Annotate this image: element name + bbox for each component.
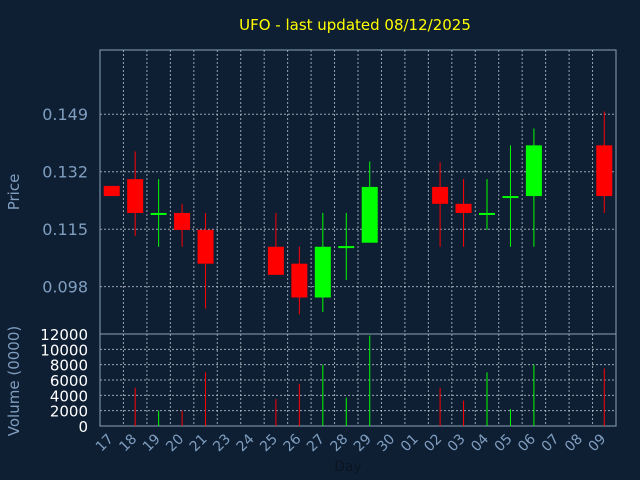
day-tick-label: 19 [140,431,164,455]
candlesticks [103,111,613,315]
day-tick-label: 03 [445,431,469,455]
candle-body-down [267,246,284,275]
x-axis-label: Day [334,459,362,475]
volume-tick-label: 2000 [50,403,88,421]
grid-lines [100,50,616,426]
candle-body-up [150,212,167,215]
candle-body-down [432,186,449,204]
volume-tick-label: 10000 [40,341,88,359]
price-tick-label: 0.132 [42,163,88,182]
candle-body-down [127,179,144,213]
day-tick-label: 07 [539,431,563,455]
volume-tick-label: 12000 [40,326,88,344]
candle-body-up [361,186,378,243]
day-tick-label: 24 [234,431,258,455]
day-tick-label: 25 [257,431,281,455]
day-tick-label: 17 [93,431,117,455]
day-tick-label: 30 [374,431,398,455]
day-tick-label: 04 [468,431,492,455]
day-tick-label: 20 [163,431,187,455]
day-tick-label: 29 [351,431,375,455]
day-tick-label: 05 [492,431,516,455]
chart-title: UFO - last updated 08/12/2025 [239,16,471,34]
day-tick-label: 28 [327,431,351,455]
price-tick-label: 0.149 [42,105,88,124]
day-tick-label: 18 [116,431,140,455]
volume-tick-label: 6000 [50,372,88,390]
day-tick-label: 09 [585,431,609,455]
volume-tick-label: 0 [78,418,88,436]
volume-axis-label: Volume (0000) [5,326,23,436]
candle-body-up [525,145,542,197]
candle-body-up [502,196,519,199]
plot-frames [99,49,617,427]
day-tick-label: 27 [304,431,328,455]
candle-body-down [103,185,120,197]
candle-body-up [314,246,331,298]
volume-bars [134,335,605,426]
candle-body-up [338,246,355,249]
candle-body-up [479,212,495,215]
day-tick-label: 01 [398,431,422,455]
y-tick-labels: 0.098 0.115 0.132 0.149 02000400060008000100… [40,105,88,436]
day-tick-label: 06 [515,431,539,455]
candle-body-down [174,212,191,230]
day-tick-label: 08 [562,431,586,455]
day-tick-label: 23 [210,431,234,455]
price-axis-label: Price [5,174,23,211]
day-tick-label: 26 [281,431,305,455]
price-tick-label: 0.115 [42,220,88,239]
day-tick-label: 02 [421,431,445,455]
volume-panel-frame [99,333,617,427]
candle-body-down [291,263,308,298]
x-tick-labels: 17 18 19 20 21 23 24 25 26 27 28 29 30 01 02 03 04 05 06 07… [93,431,609,455]
day-tick-label: 21 [187,431,211,455]
volume-tick-label: 4000 [50,387,88,405]
candle-body-down [197,229,214,264]
candle-body-down [455,203,472,213]
volume-tick-label: 8000 [50,357,88,375]
price-tick-label: 0.098 [42,278,88,297]
candle-body-down [596,145,613,197]
